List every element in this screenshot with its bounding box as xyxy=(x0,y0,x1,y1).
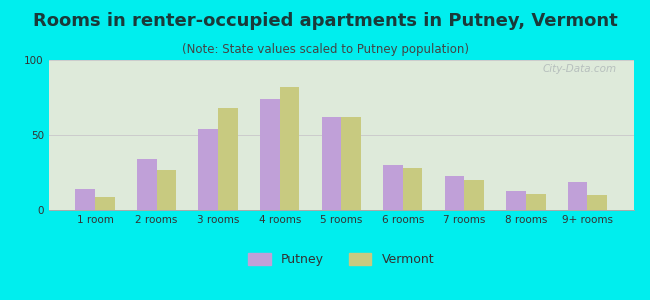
Bar xyxy=(280,87,300,210)
Bar xyxy=(137,159,157,210)
Bar xyxy=(383,165,403,210)
Bar xyxy=(75,189,95,210)
Bar xyxy=(341,117,361,210)
Bar xyxy=(588,195,607,210)
Legend: Putney, Vermont: Putney, Vermont xyxy=(244,248,439,271)
Bar xyxy=(95,196,115,210)
Bar xyxy=(567,182,588,210)
Bar xyxy=(506,190,526,210)
Bar xyxy=(218,108,238,210)
Text: City-Data.com: City-Data.com xyxy=(542,64,616,74)
Bar xyxy=(464,180,484,210)
Bar xyxy=(157,169,176,210)
Bar xyxy=(526,194,545,210)
Bar xyxy=(260,99,280,210)
Bar xyxy=(322,117,341,210)
Bar xyxy=(198,129,218,210)
Bar xyxy=(403,168,422,210)
Bar xyxy=(445,176,464,210)
Text: Rooms in renter-occupied apartments in Putney, Vermont: Rooms in renter-occupied apartments in P… xyxy=(32,12,617,30)
Text: (Note: State values scaled to Putney population): (Note: State values scaled to Putney pop… xyxy=(181,44,469,56)
